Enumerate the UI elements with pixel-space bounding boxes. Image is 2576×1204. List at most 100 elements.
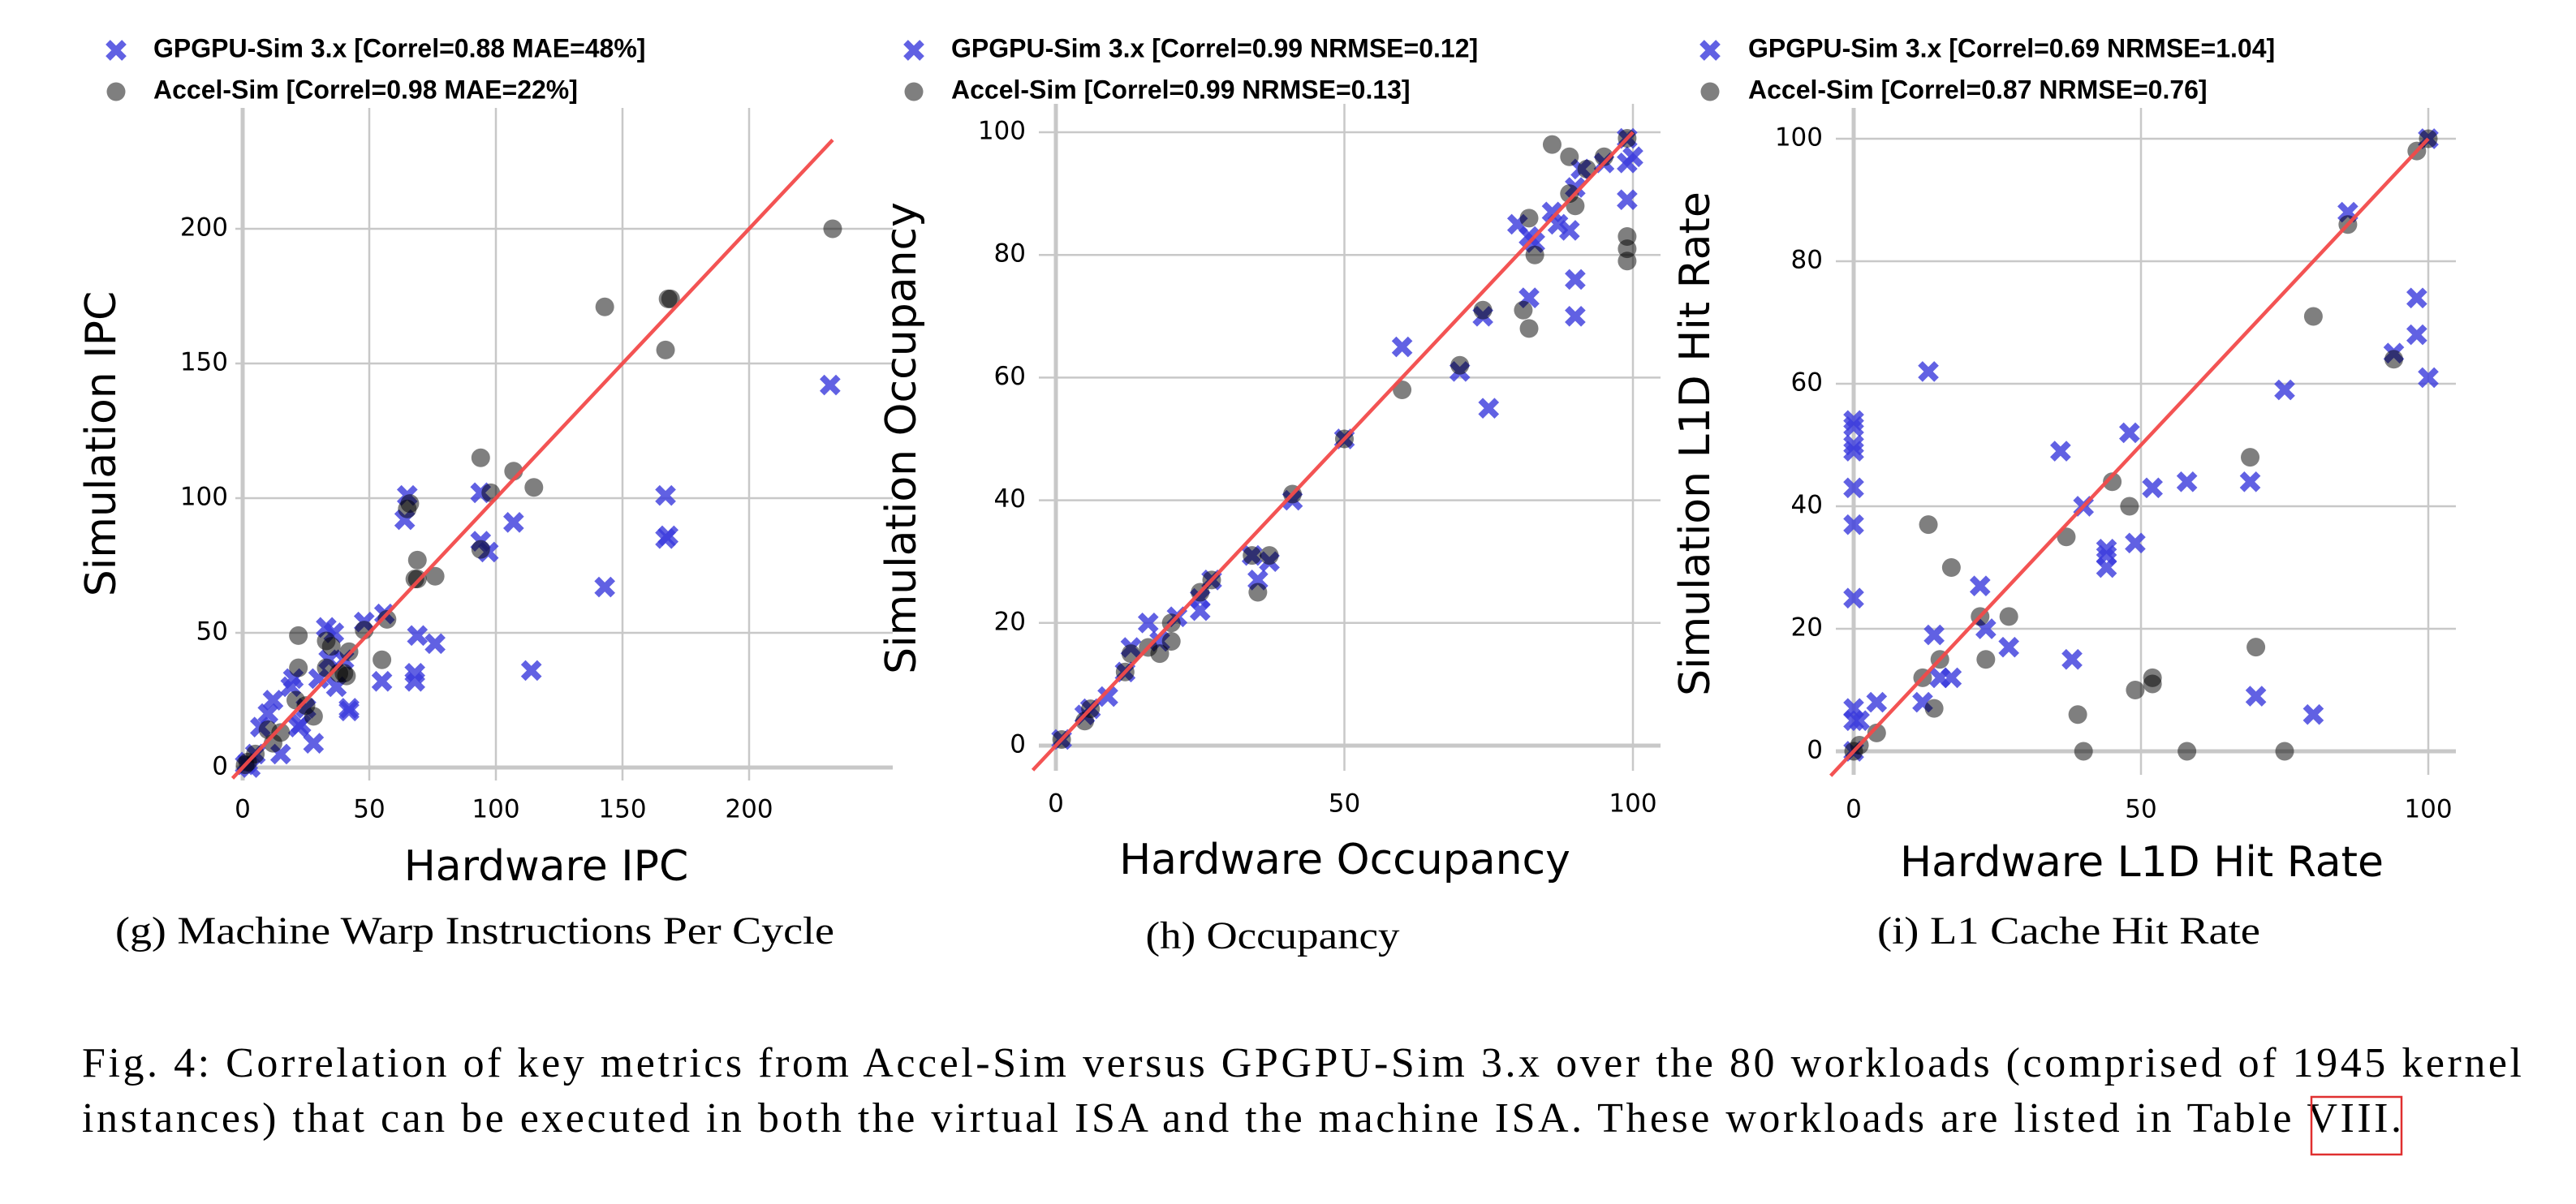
x-tick-label: 0 — [235, 795, 251, 824]
accel-sim-point — [2246, 638, 2266, 657]
gpgpu-sim-point — [1843, 410, 1864, 432]
x-marker-glyph — [1189, 600, 1211, 621]
accel-sim-point — [1519, 209, 1539, 228]
gpgpu-sim-point — [2119, 422, 2140, 444]
accel-sim-point — [373, 650, 392, 669]
gpgpu-sim-point — [2176, 471, 2198, 492]
gpgpu-sim-point — [262, 690, 284, 711]
gpgpu-sim-point — [2142, 477, 2163, 499]
x-marker-glyph — [2061, 648, 2083, 670]
legend-label-accel-sim: Accel-Sim [Correl=0.98 MAE=22%] — [153, 75, 578, 104]
legend-label-accel-sim: Accel-Sim [Correl=0.99 NRMSE=0.13] — [951, 75, 1411, 104]
accel-sim-point — [656, 340, 675, 359]
y-tick-label: 40 — [1791, 491, 1823, 520]
gpgpu-sim-point — [1843, 587, 1864, 609]
accel-sim-point — [1514, 300, 1533, 320]
gpgpu-sim-point — [2245, 686, 2267, 707]
accel-sim-point — [1999, 607, 2018, 626]
accel-sim-point — [304, 707, 323, 726]
x-marker-glyph — [371, 670, 393, 692]
y-tick-label: 40 — [994, 484, 1026, 514]
accel-sim-point — [1161, 631, 1181, 651]
gpgpu-sim-point — [1843, 441, 1864, 462]
gpgpu-sim-point — [1923, 624, 1945, 646]
accel-sim-point — [2143, 674, 2162, 694]
x-marker-glyph — [594, 576, 615, 598]
gpgpu-sim-point — [1969, 575, 1991, 596]
accel-sim-point — [1473, 300, 1493, 320]
caption-line-2: instances) that can be executed in both … — [82, 1095, 2402, 1142]
gpgpu-sim-point — [1137, 612, 1159, 634]
gpgpu-sim-point — [2061, 648, 2083, 670]
x-marker-glyph — [820, 374, 841, 396]
gpgpu-sim-point — [2302, 703, 2324, 725]
gpgpu-sim-point — [1617, 152, 1638, 174]
legend-label-gpgpu-sim: GPGPU-Sim 3.x [Correl=0.69 NRMSE=1.04] — [1748, 33, 2275, 62]
gpgpu-sim-point — [2406, 324, 2427, 346]
x-marker-glyph — [338, 700, 360, 722]
x-marker-glyph — [503, 512, 524, 533]
table-reference-box[interactable] — [2310, 1095, 2403, 1156]
x-marker-glyph — [2274, 379, 2295, 401]
gpgpu-sim-point — [1843, 710, 1864, 732]
accel-sim-point — [1519, 319, 1539, 338]
y-tick-label: 0 — [1010, 730, 1026, 759]
x-tick-label: 200 — [725, 795, 773, 824]
gpgpu-sim-point — [404, 670, 425, 692]
accel-sim-point — [481, 483, 501, 502]
accel-sim-point — [425, 566, 445, 586]
gpgpu-sim-point — [257, 703, 279, 725]
gpgpu-sim-point — [1189, 600, 1211, 621]
caption-end: . — [2391, 1095, 2402, 1142]
gpgpu-sim-point — [1558, 220, 1580, 241]
gpgpu-sim-point — [820, 374, 841, 396]
x-marker-glyph — [2245, 686, 2267, 707]
gpgpu-sim-point — [1097, 686, 1118, 707]
x-marker-glyph — [2096, 539, 2117, 560]
x-marker-glyph — [1843, 710, 1864, 732]
gpgpu-sim-point — [1617, 189, 1638, 210]
accel-sim-point — [1919, 515, 1938, 535]
legend: GPGPU-Sim 3.x [Correl=0.69 NRMSE=1.04] Ac… — [1699, 33, 2275, 104]
accel-sim-point — [2178, 742, 2197, 761]
gpgpu-sim-point — [1843, 434, 1864, 456]
x-marker-glyph — [1923, 624, 1945, 646]
figure-caption: Fig. 4: Correlation of key metrics from … — [82, 1040, 2522, 1156]
x-marker-glyph — [1541, 201, 1563, 223]
legend-label-accel-sim: Accel-Sim [Correl=0.87 NRMSE=0.76] — [1748, 75, 2208, 104]
accel-sim-point — [258, 720, 278, 740]
y-axis-title: Simulation L1D Hit Rate — [1671, 191, 1720, 696]
x-marker-glyph — [655, 484, 676, 506]
y-tick-label: 60 — [994, 362, 1026, 391]
table-reference-link[interactable]: VIII — [2307, 1095, 2388, 1142]
x-marker-glyph — [903, 40, 924, 61]
gpgpu-sim-point — [1541, 201, 1563, 223]
y-tick-label: 200 — [180, 213, 228, 243]
gpgpu-sim-point — [1941, 667, 1962, 689]
x-marker-glyph — [2406, 324, 2427, 346]
x-tick-label: 100 — [1609, 789, 1656, 819]
legend-circle-marker-icon — [106, 82, 126, 101]
x-axis-title: Hardware L1D Hit Rate — [1900, 838, 2384, 887]
x-marker-glyph — [2406, 287, 2427, 309]
scatter-plot-0: 0 50 100 150 200 0 50 100 150 200 GPGPU-Sim 3.x [C… — [77, 33, 893, 952]
y-tick-label: 100 — [180, 483, 228, 512]
gpgpu-sim-point — [2274, 379, 2295, 401]
x-marker-glyph — [1391, 336, 1413, 358]
x-marker-glyph — [1843, 514, 1864, 535]
reference-line-y-equals-x — [1031, 131, 1635, 772]
x-marker-glyph — [1699, 40, 1721, 61]
gpgpu-sim-point — [1478, 398, 1500, 419]
reference-line-y-equals-x — [1829, 137, 2430, 777]
accel-sim-point — [823, 219, 842, 239]
gpgpu-sim-point — [2050, 441, 2071, 462]
gpgpu-sim-point — [2096, 539, 2117, 560]
x-marker-glyph — [1918, 361, 1939, 382]
y-tick-label: 50 — [196, 617, 228, 647]
legend: GPGPU-Sim 3.x [Correl=0.88 MAE=48%] Accel… — [106, 33, 645, 104]
x-marker-glyph — [106, 40, 127, 61]
subfigure-caption: (i) L1 Cache Hit Rate — [1877, 909, 2260, 952]
accel-sim-point — [661, 289, 680, 308]
gpgpu-sim-point — [1565, 305, 1586, 327]
